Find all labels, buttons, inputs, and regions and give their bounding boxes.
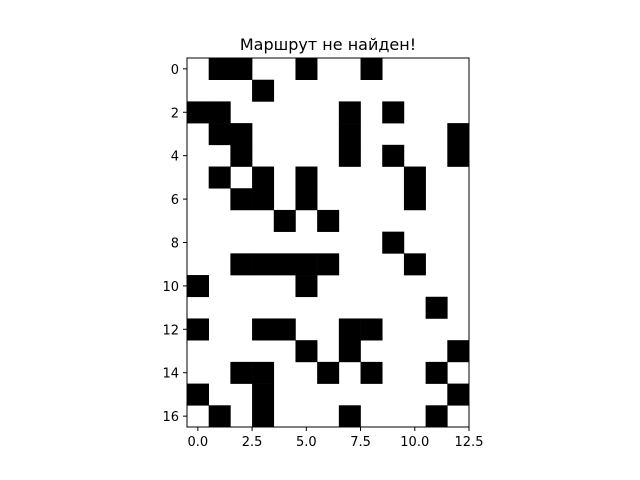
heatmap-cell-0-2 xyxy=(230,58,253,81)
y-tick-label: 2 xyxy=(171,106,179,121)
heatmap-cell-9-10 xyxy=(403,253,426,276)
heatmap-cell-15-3 xyxy=(252,383,275,406)
heatmap-cell-6-2 xyxy=(230,188,253,211)
x-axis: 0.0 2.5 5.0 7.5 10.0 12.5 xyxy=(188,427,484,450)
heatmap-cell-3-7 xyxy=(338,123,361,146)
heatmap-cell-5-10 xyxy=(403,166,426,189)
heatmap-cell-16-1 xyxy=(208,405,231,428)
heatmap-cell-4-7 xyxy=(338,144,361,167)
heatmap-cell-7-4 xyxy=(273,209,296,232)
heatmap-cell-9-3 xyxy=(252,253,275,276)
heatmap-cell-13-5 xyxy=(295,340,318,363)
heatmap-cell-12-4 xyxy=(273,318,296,341)
heatmap-cell-16-7 xyxy=(338,405,361,428)
heatmap-cell-16-3 xyxy=(252,405,275,428)
heatmap-cell-14-11 xyxy=(425,361,448,384)
heatmap-cell-7-6 xyxy=(317,209,340,232)
heatmap-cell-9-6 xyxy=(317,253,340,276)
heatmap-cell-14-8 xyxy=(360,361,383,384)
heatmap-cell-6-3 xyxy=(252,188,275,211)
heatmap-cell-12-3 xyxy=(252,318,275,341)
heatmap-cell-0-1 xyxy=(208,58,231,81)
heatmap-cell-12-8 xyxy=(360,318,383,341)
heatmap-cell-14-6 xyxy=(317,361,340,384)
heatmap-cell-8-9 xyxy=(382,231,405,254)
x-tick-label: 12.5 xyxy=(455,435,484,450)
heatmap-cell-3-2 xyxy=(230,123,253,146)
heatmap-cell-2-0 xyxy=(187,101,209,124)
heatmap-cell-5-5 xyxy=(295,166,318,189)
y-tick-label: 6 xyxy=(171,193,179,208)
x-tick-label: 2.5 xyxy=(242,435,263,450)
heatmap-cell-12-7 xyxy=(338,318,361,341)
x-tick-label: 10.0 xyxy=(400,435,429,450)
y-tick-label: 14 xyxy=(162,367,179,382)
heatmap-cell-5-1 xyxy=(208,166,231,189)
y-tick-label: 10 xyxy=(162,280,179,295)
heatmap-cell-6-10 xyxy=(403,188,426,211)
y-tick-label: 0 xyxy=(171,63,179,78)
heatmap-cell-3-12 xyxy=(447,123,470,146)
heatmap-cell-14-2 xyxy=(230,361,253,384)
heatmap-cell-9-2 xyxy=(230,253,253,276)
heatmap-cell-10-5 xyxy=(295,275,318,298)
heatmap-cell-10-0 xyxy=(187,275,209,298)
heatmap-cell-4-2 xyxy=(230,144,253,167)
heatmap-cell-16-11 xyxy=(425,405,448,428)
heatmap-cells xyxy=(187,58,470,428)
heatmap-cell-4-9 xyxy=(382,144,405,167)
heatmap-cell-3-1 xyxy=(208,123,231,146)
heatmap-cell-13-7 xyxy=(338,340,361,363)
heatmap-cell-15-0 xyxy=(187,383,209,406)
y-tick-label: 8 xyxy=(171,237,179,252)
heatmap-cell-6-5 xyxy=(295,188,318,211)
y-axis: 0 2 4 6 8 10 12 14 16 xyxy=(162,63,187,425)
x-tick-label: 5.0 xyxy=(296,435,317,450)
heatmap-cell-11-11 xyxy=(425,296,448,319)
heatmap-cell-0-8 xyxy=(360,58,383,81)
y-tick-label: 12 xyxy=(162,323,179,338)
heatmap-cell-2-9 xyxy=(382,101,405,124)
heatmap-cell-1-3 xyxy=(252,79,275,102)
heatmap-cell-0-5 xyxy=(295,58,318,81)
x-tick-label: 7.5 xyxy=(350,435,371,450)
heatmap-cell-12-0 xyxy=(187,318,209,341)
heatmap-cell-2-1 xyxy=(208,101,231,124)
heatmap-cell-4-12 xyxy=(447,144,470,167)
heatmap-cell-9-4 xyxy=(273,253,296,276)
heatmap-cell-2-7 xyxy=(338,101,361,124)
heatmap-cell-13-12 xyxy=(447,340,470,363)
x-tick-label: 0.0 xyxy=(188,435,209,450)
y-tick-label: 16 xyxy=(162,410,179,425)
heatmap-cell-5-3 xyxy=(252,166,275,189)
heatmap-cell-9-5 xyxy=(295,253,318,276)
heatmap-cell-15-12 xyxy=(447,383,470,406)
heatmap-cell-14-3 xyxy=(252,361,275,384)
y-tick-label: 4 xyxy=(171,150,179,165)
chart-title: Маршрут не найден! xyxy=(240,35,416,54)
